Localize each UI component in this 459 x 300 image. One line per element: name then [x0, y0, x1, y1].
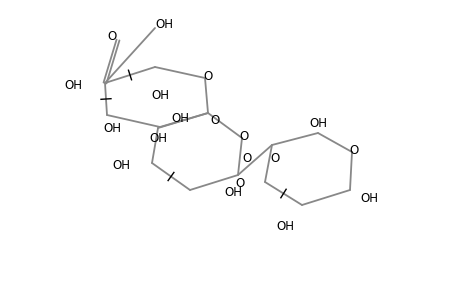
Text: OH: OH	[64, 79, 82, 92]
Text: OH: OH	[308, 116, 326, 130]
Text: O: O	[210, 113, 219, 127]
Text: OH: OH	[103, 122, 121, 134]
Text: O: O	[203, 70, 212, 83]
Text: OH: OH	[275, 220, 293, 233]
Text: OH: OH	[149, 131, 167, 145]
Text: O: O	[349, 143, 358, 157]
Text: O: O	[242, 152, 252, 164]
Text: OH: OH	[151, 88, 168, 101]
Text: OH: OH	[171, 112, 189, 124]
Text: OH: OH	[112, 158, 130, 172]
Text: O: O	[269, 152, 279, 164]
Text: OH: OH	[359, 191, 377, 205]
Text: O: O	[239, 130, 248, 142]
Text: O: O	[235, 176, 244, 190]
Text: O: O	[107, 29, 117, 43]
Text: OH: OH	[155, 17, 173, 31]
Text: OH: OH	[224, 185, 241, 199]
